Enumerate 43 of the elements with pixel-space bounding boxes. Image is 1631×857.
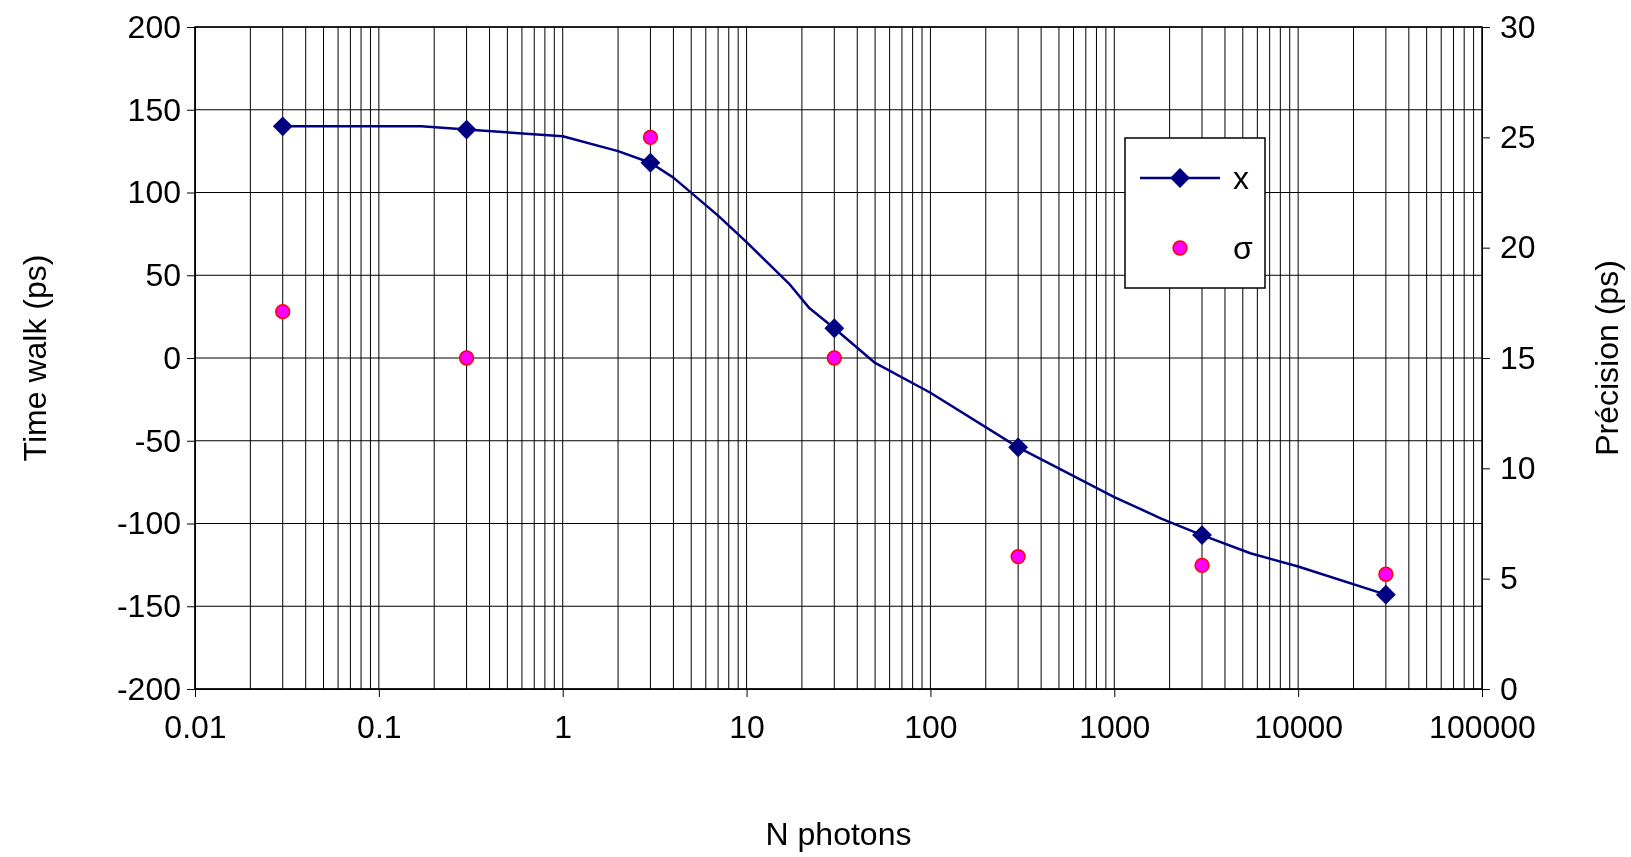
- x-axis-title: N photons: [765, 816, 912, 852]
- point: [1376, 585, 1396, 605]
- point: [456, 120, 477, 140]
- point: [826, 350, 842, 366]
- point: [1194, 557, 1210, 574]
- point: [824, 318, 844, 338]
- y2-tick-label: 15: [1500, 339, 1536, 376]
- point: [275, 304, 291, 320]
- y-tick-label: -50: [134, 422, 181, 459]
- x-tick-label: 1000: [1079, 708, 1151, 745]
- point: [1010, 548, 1026, 565]
- y-axis-title: Time walk (ps): [17, 254, 53, 462]
- y-tick-label: -150: [116, 587, 181, 624]
- y-tick-label: 50: [145, 256, 181, 293]
- x-tick-label: 100000: [1429, 708, 1536, 745]
- y2-tick-label: 30: [1500, 8, 1536, 45]
- y2-tick-label: 25: [1500, 119, 1536, 156]
- point: [642, 129, 659, 145]
- point: [640, 153, 661, 173]
- point: [458, 350, 475, 366]
- x-tick-label: 10: [729, 708, 765, 745]
- y2-axis-title: Précision (ps): [1589, 260, 1625, 456]
- x-tick-label: 0.1: [357, 708, 402, 745]
- y-tick-label: 0: [163, 339, 181, 376]
- y-tick-label: 150: [127, 91, 181, 128]
- y-tick-label: -200: [116, 670, 181, 707]
- y-tick-label: -100: [116, 505, 181, 542]
- legend-label: x: [1233, 160, 1249, 196]
- y2-tick-label: 10: [1500, 450, 1536, 487]
- y2-tick-label: 5: [1500, 560, 1518, 597]
- point: [273, 116, 293, 136]
- y-tick-label: 200: [127, 8, 181, 45]
- legend-label: σ: [1233, 230, 1253, 266]
- y2-tick-label: 20: [1500, 229, 1536, 266]
- x-tick-label: 100: [904, 708, 958, 745]
- point: [1192, 525, 1212, 545]
- x-tick-label: 0.01: [164, 708, 227, 745]
- x-tick-label: 1: [554, 708, 573, 745]
- point: [1008, 437, 1028, 457]
- y-tick-label: 100: [127, 174, 181, 211]
- point: [1378, 566, 1394, 582]
- x-tick-label: 10000: [1254, 708, 1344, 745]
- y2-tick-label: 0: [1500, 670, 1518, 707]
